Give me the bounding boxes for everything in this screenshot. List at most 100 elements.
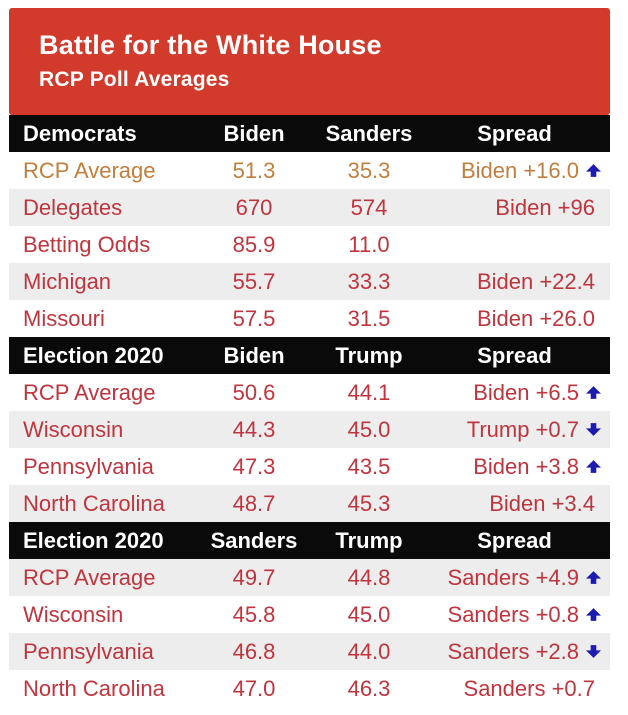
spread-cell: Biden +26.0 [419,306,610,332]
poll-widget: Battle for the White House RCP Poll Aver… [0,8,628,715]
row-label: Delegates [23,194,123,220]
spread-text: Biden +6.5 [473,379,579,405]
row-label: Pennsylvania [23,453,154,479]
trend-up-icon [586,386,601,399]
spread-text: Biden +16.0 [460,157,579,183]
column-header: Spread [477,120,552,146]
spread-cell: Biden +3.8 [419,454,610,480]
column-header: Sanders [325,120,413,146]
value-cell: 85.9 [232,231,276,257]
value-cell: 44.1 [347,379,391,405]
page-subtitle: RCP Poll Averages [39,68,230,91]
table-row: RCP Average 50.6 44.1 Biden +6.5 [9,374,610,411]
spread-text: Trump +0.7 [466,416,579,442]
spread-text: Biden +26.0 [476,305,595,331]
value-cell: 55.7 [232,268,276,294]
value-cell: 47.3 [232,453,276,479]
row-label: Missouri [23,305,105,331]
table-row: RCP Average 51.3 35.3 Biden +16.0 [9,152,610,189]
table-row: Michigan 55.7 33.3 Biden +22.4 [9,263,610,300]
banner: Battle for the White House RCP Poll Aver… [9,8,610,115]
table-row: Betting Odds 85.9 11.0 [9,226,610,263]
spread-cell: Biden +16.0 [419,158,610,184]
value-cell: 44.8 [347,564,391,590]
spread-text: Biden +3.8 [473,453,579,479]
section-title: Democrats [23,120,137,146]
section-title: Election 2020 [23,342,164,368]
spread-cell: Sanders +0.7 [419,676,610,702]
value-cell: 43.5 [347,453,391,479]
page-title: Battle for the White House [39,30,382,60]
spread-text: Biden +22.4 [476,268,595,294]
trend-down-icon [586,423,601,436]
column-header: Trump [335,342,403,368]
value-cell: 11.0 [348,231,390,257]
value-cell: 45.8 [232,601,276,627]
value-cell: 45.3 [347,490,391,516]
section-title: Election 2020 [23,527,164,553]
trend-up-icon [586,571,601,584]
row-label: Michigan [23,268,112,294]
spread-text: Sanders +4.9 [447,564,579,590]
table-row: Delegates 670 574 Biden +96 [9,189,610,226]
table-row: Pennsylvania 46.8 44.0 Sanders +2.8 [9,633,610,670]
spread-text: Biden +96 [495,194,595,220]
column-header: Biden [223,342,285,368]
spread-cell: Sanders +0.8 [419,602,610,628]
column-header: Spread [477,342,552,368]
value-cell: 44.3 [232,416,276,442]
column-header: Sanders [210,527,298,553]
spread-cell: Biden +3.4 [419,491,610,517]
column-header: Trump [335,527,403,553]
spread-cell: Trump +0.7 [419,417,610,443]
value-cell: 35.3 [347,157,391,183]
value-cell: 47.0 [232,675,276,701]
section-header: Election 2020 Sanders Trump Spread [9,522,610,559]
table-row: North Carolina 48.7 45.3 Biden +3.4 [9,485,610,522]
column-header: Spread [477,527,552,553]
table-row: Wisconsin 44.3 45.0 Trump +0.7 [9,411,610,448]
value-cell: 31.5 [347,305,391,331]
trend-up-icon [586,460,601,473]
spread-text: Sanders +0.7 [463,675,595,701]
spread-cell: Biden +22.4 [419,269,610,295]
row-label: North Carolina [23,675,165,701]
value-cell: 57.5 [232,305,276,331]
value-cell: 46.8 [232,638,276,664]
value-cell: 50.6 [232,379,276,405]
value-cell: 44.0 [347,638,391,664]
value-cell: 45.0 [347,601,391,627]
spread-cell: Sanders +2.8 [419,639,610,665]
trend-up-icon [586,608,601,621]
spread-cell: Biden +6.5 [419,380,610,406]
row-label: RCP Average [23,157,156,183]
poll-table: Democrats Biden Sanders Spread RCP Average 51… [9,115,610,707]
table-row: RCP Average 49.7 44.8 Sanders +4.9 [9,559,610,596]
spread-text: Sanders +2.8 [447,638,579,664]
row-label: RCP Average [23,564,156,590]
value-cell: 33.3 [347,268,391,294]
row-label: North Carolina [23,490,165,516]
value-cell: 45.0 [347,416,391,442]
value-cell: 49.7 [232,564,276,590]
section-header: Election 2020 Biden Trump Spread [9,337,610,374]
value-cell: 670 [235,194,273,220]
table-row: Missouri 57.5 31.5 Biden +26.0 [9,300,610,337]
row-label: Wisconsin [23,601,124,627]
table-row: Pennsylvania 47.3 43.5 Biden +3.8 [9,448,610,485]
row-label: RCP Average [23,379,156,405]
trend-down-icon [586,645,601,658]
value-cell: 51.3 [232,157,276,183]
trend-up-icon [586,164,601,177]
value-cell: 46.3 [347,675,391,701]
table-row: North Carolina 47.0 46.3 Sanders +0.7 [9,670,610,707]
table-row: Wisconsin 45.8 45.0 Sanders +0.8 [9,596,610,633]
spread-text: Sanders +0.8 [447,601,579,627]
spread-cell: Sanders +4.9 [419,565,610,591]
value-cell: 574 [350,194,388,220]
row-label: Betting Odds [23,231,151,257]
value-cell: 48.7 [232,490,276,516]
row-label: Wisconsin [23,416,124,442]
column-header: Biden [223,120,285,146]
section-header: Democrats Biden Sanders Spread [9,115,610,152]
